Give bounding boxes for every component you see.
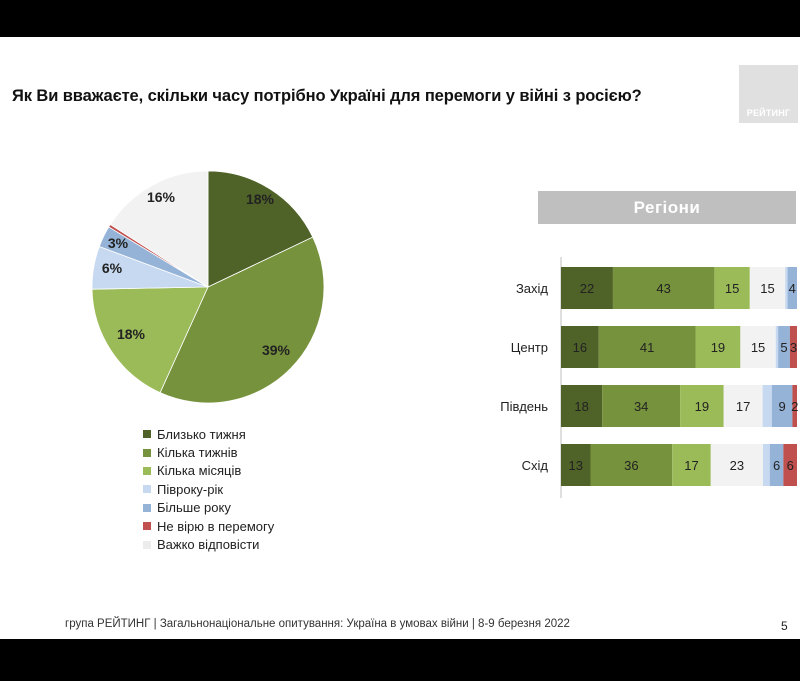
bar-value-label: 6 [773, 458, 780, 473]
bar-segment [561, 385, 603, 427]
legend-item: Важко відповісти [143, 535, 274, 553]
legend-swatch [143, 503, 151, 512]
bar-segment [771, 385, 793, 427]
legend-item: Близько тижня [143, 425, 274, 443]
bar-value-label: 13 [569, 458, 583, 473]
bar-segment [749, 267, 786, 309]
legend-swatch [143, 430, 151, 439]
bar-value-label: 41 [640, 340, 654, 355]
pie-slice [207, 170, 314, 288]
bar-value-label: 15 [725, 281, 739, 296]
region-label: Центр [511, 340, 548, 355]
legend-item: Кілька місяців [143, 462, 274, 480]
footer-source: група РЕЙТИНГ | Загальнонаціональне опит… [65, 618, 570, 630]
bar-segment [787, 267, 797, 309]
legend-label: Не вірю в перемогу [157, 518, 275, 534]
legend-swatch [143, 466, 151, 475]
pie-chart: 18%39%18%6%3%0%16% [91, 170, 325, 404]
bar-value-label: 15 [751, 340, 765, 355]
bar-segment [785, 267, 788, 309]
bar-value-label: 5 [780, 340, 787, 355]
region-label: Схід [522, 458, 549, 473]
bar-segment [789, 326, 797, 368]
legend-item: Не вірю в перемогу [143, 517, 274, 535]
bar-value-label: 17 [736, 399, 750, 414]
bar-segment [740, 326, 776, 368]
bar-value-label: 17 [684, 458, 698, 473]
bar-segment [775, 326, 779, 368]
bar-segment [561, 326, 599, 368]
legend-label: Кілька тижнів [157, 445, 238, 461]
bar-segment [783, 444, 797, 486]
bar-segment [590, 444, 673, 486]
bar-value-label: 9 [778, 399, 785, 414]
slide: Як Ви вважаєте, скільки часу потрібно Ук… [0, 37, 800, 639]
bar-segment [561, 267, 613, 309]
bar-segment [695, 326, 741, 368]
pie-slice-label: 6% [102, 260, 123, 276]
rating-logo: РЕЙТИНГ [739, 65, 798, 123]
legend-label: Важко відповісти [157, 537, 260, 553]
bar-value-label: 15 [760, 281, 774, 296]
legend-swatch [143, 522, 151, 531]
pie-slice-label: 18% [246, 191, 275, 207]
legend-swatch [143, 448, 151, 457]
bar-segment [561, 444, 591, 486]
pie-slice-label: 16% [147, 189, 176, 205]
bar-value-label: 3 [790, 340, 797, 355]
bar-segment [792, 385, 797, 427]
bar-value-label: 36 [624, 458, 638, 473]
pie-slice-label: 18% [117, 326, 146, 342]
bar-segment [714, 267, 750, 309]
bar-value-label: 4 [789, 281, 796, 296]
legend-swatch [143, 485, 151, 494]
regions-header: Регіони [538, 191, 796, 224]
legend-label: Більше року [157, 500, 231, 516]
pie-slice [91, 286, 209, 394]
regions-bar-chart: Захід 22 43 15 15 4 Центр 16 41 19 15 5 3 Південь 18 34… [500, 257, 798, 498]
bar-value-label: 43 [656, 281, 670, 296]
bar-segment [762, 385, 772, 427]
legend-label: Близько тижня [157, 426, 246, 442]
legend-label: Півроку-рік [157, 481, 224, 497]
bar-value-label: 19 [695, 399, 709, 414]
legend-label: Кілька місяців [157, 463, 242, 479]
bar-segment [612, 267, 715, 309]
bar-value-label: 22 [580, 281, 594, 296]
logo-text: РЕЙТИНГ [746, 108, 791, 118]
bar-segment [778, 326, 790, 368]
pie-slice-label: 39% [262, 342, 291, 358]
bar-segment [672, 444, 711, 486]
bar-value-label: 19 [711, 340, 725, 355]
pie-slice [109, 170, 209, 288]
bar-value-label: 16 [573, 340, 587, 355]
bar-segment [710, 444, 763, 486]
bar-value-label: 23 [730, 458, 744, 473]
bar-segment [769, 444, 784, 486]
pie-legend: Близько тижня Кілька тижнів Кілька місяців… [143, 425, 274, 554]
legend-swatch [143, 540, 151, 549]
page-title: Як Ви вважаєте, скільки часу потрібно Ук… [12, 87, 642, 105]
region-label: Захід [516, 281, 548, 296]
legend-item: Більше року [143, 499, 274, 517]
pie-slice-label: 3% [108, 235, 129, 251]
bar-value-label: 2 [791, 399, 798, 414]
bar-segment [723, 385, 763, 427]
region-label: Південь [500, 399, 548, 414]
bar-value-label: 6 [787, 458, 794, 473]
page-number: 5 [781, 619, 788, 633]
bar-value-label: 34 [634, 399, 648, 414]
bar-segment [762, 444, 770, 486]
legend-item: Кілька тижнів [143, 443, 274, 461]
legend-item: Півроку-рік [143, 480, 274, 498]
bar-segment [602, 385, 681, 427]
bar-value-label: 18 [574, 399, 588, 414]
pie-slice [159, 236, 325, 404]
bar-segment [598, 326, 696, 368]
bar-segment [680, 385, 724, 427]
